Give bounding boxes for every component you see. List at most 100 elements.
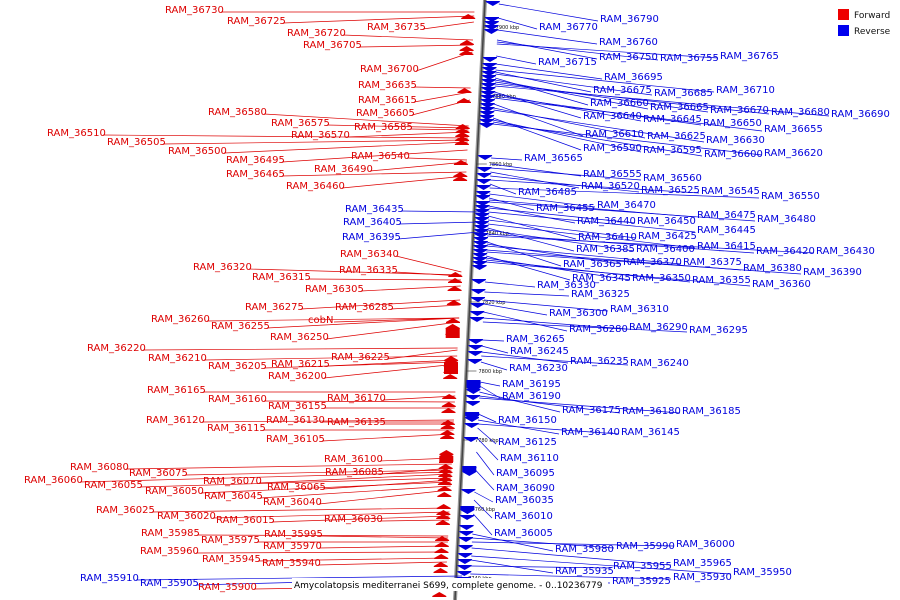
- leader-line: [486, 257, 631, 281]
- leader-line: [271, 515, 450, 523]
- gene-label-ram-36280: RAM_36280: [569, 324, 628, 335]
- reverse-gene-feature: [479, 123, 494, 128]
- gene-label-ram-36165: RAM_36165: [147, 385, 206, 396]
- reverse-gene-feature: [475, 201, 490, 206]
- reverse-gene-feature: [474, 233, 489, 238]
- reverse-gene-feature: [485, 17, 499, 22]
- gene-label-ram-36005: RAM_36005: [494, 528, 553, 539]
- forward-gene-feature: [440, 430, 455, 435]
- gene-label-ram-36570: RAM_36570: [291, 130, 350, 141]
- map-caption: Amycolatopsis mediterranei S699, complet…: [294, 581, 603, 591]
- leader-line: [483, 317, 628, 330]
- leader-line: [496, 55, 537, 65]
- leader-line: [486, 245, 682, 265]
- leader-line: [300, 299, 461, 310]
- leader-line: [151, 507, 450, 513]
- gene-label-ram-36045: RAM_36045: [204, 491, 263, 502]
- gene-label-ram-36375: RAM_36375: [683, 257, 742, 268]
- gene-label-ram-36010: RAM_36010: [494, 511, 553, 522]
- gene-label-ram-36225: RAM_36225: [331, 352, 390, 363]
- forward-gene-feature: [435, 536, 450, 541]
- leader-line: [257, 557, 448, 562]
- leader-line: [195, 551, 448, 554]
- genome-backbone-core: [454, 0, 486, 600]
- reverse-gene-feature: [466, 380, 481, 392]
- leader-line: [494, 81, 709, 113]
- leader-line: [266, 317, 460, 329]
- reverse-gene-feature: [481, 95, 496, 100]
- reverse-gene-feature: [479, 119, 494, 124]
- gene-label-ram-36715: RAM_36715: [538, 57, 597, 68]
- gene-label-ram-36155: RAM_36155: [268, 401, 327, 412]
- gene-label-ram-36500: RAM_36500: [168, 146, 227, 157]
- leader-line: [492, 119, 642, 153]
- leader-line: [488, 205, 576, 224]
- leader-line: [488, 211, 696, 233]
- leader-line: [360, 285, 461, 292]
- gene-label-ram-35910: RAM_35910: [80, 573, 139, 584]
- reverse-gene-feature: [470, 311, 485, 316]
- gene-label-ram-36415: RAM_36415: [697, 241, 756, 252]
- forward-gene-feature: [440, 420, 455, 425]
- gene-label-ram-36190: RAM_36190: [502, 391, 561, 402]
- gene-label-ram-35970: RAM_35970: [263, 541, 322, 552]
- forward-gene-feature: [433, 562, 448, 567]
- leader-line: [318, 489, 451, 505]
- leader-line: [317, 561, 447, 566]
- reverse-gene-feature: [480, 115, 495, 120]
- gene-label-ram-36710: RAM_36710: [716, 85, 775, 96]
- gene-label-ram-36195: RAM_36195: [502, 379, 561, 390]
- leader-line: [497, 29, 598, 45]
- leader-line: [318, 545, 448, 549]
- leader-line: [490, 167, 642, 181]
- reverse-gene-feature: [481, 79, 496, 84]
- forward-gene-feature: [434, 548, 449, 553]
- reverse-gene-feature: [472, 261, 487, 266]
- leader-line: [494, 85, 830, 117]
- leader-line: [487, 235, 815, 254]
- gene-label-ram-36645: RAM_36645: [643, 114, 702, 125]
- gene-label-ram-36295: RAM_36295: [689, 325, 748, 336]
- forward-gene-feature: [434, 542, 449, 547]
- legend-swatch-reverse: [838, 25, 849, 36]
- leader-line: [346, 131, 469, 138]
- reverse-gene-feature: [480, 103, 495, 108]
- gene-label-ram-36545: RAM_36545: [701, 186, 760, 197]
- leader-line: [206, 317, 460, 322]
- gene-label-ram-36330: RAM_36330: [537, 280, 596, 291]
- gene-label-ram-35940: RAM_35940: [262, 558, 321, 569]
- leader-line: [490, 175, 640, 193]
- reverse-gene-feature: [475, 209, 490, 214]
- leader-line: [489, 193, 596, 208]
- scale-tick-label: 7780 kbp: [475, 438, 499, 444]
- leader-line: [483, 299, 609, 312]
- gene-features: [432, 1, 500, 597]
- reverse-gene-feature: [474, 237, 488, 242]
- leader-line: [477, 427, 497, 445]
- gene-label-ram-36790: RAM_36790: [600, 14, 659, 25]
- leader-line: [478, 413, 497, 423]
- forward-gene-feature: [437, 480, 452, 485]
- leader-line: [490, 171, 580, 189]
- leader-line: [201, 419, 455, 423]
- reverse-gene-feature: [473, 257, 487, 262]
- leader-line: [485, 261, 751, 287]
- leader-line: [263, 361, 457, 369]
- gene-label-ram-36265: RAM_36265: [506, 334, 565, 345]
- gene-label-ram-36490: RAM_36490: [314, 164, 373, 175]
- gene-label-ram-36350: RAM_36350: [632, 273, 691, 284]
- leader-line: [481, 339, 505, 342]
- gene-label-ram-35960: RAM_35960: [140, 546, 199, 557]
- gene-label-ram-36290: RAM_36290: [629, 322, 688, 333]
- reverse-gene-feature: [475, 217, 489, 222]
- leader-line: [369, 161, 467, 172]
- forward-gene-feature: [440, 424, 455, 429]
- forward-gene-feature: [442, 394, 457, 399]
- leader-line: [484, 291, 570, 297]
- gene-label-ram-36370: RAM_36370: [623, 257, 682, 268]
- leader-line: [486, 251, 802, 275]
- leader-line: [496, 39, 598, 60]
- reverse-gene-feature: [471, 279, 486, 284]
- reverse-gene-feature: [461, 489, 476, 494]
- gene-label-ram-36525: RAM_36525: [641, 185, 700, 196]
